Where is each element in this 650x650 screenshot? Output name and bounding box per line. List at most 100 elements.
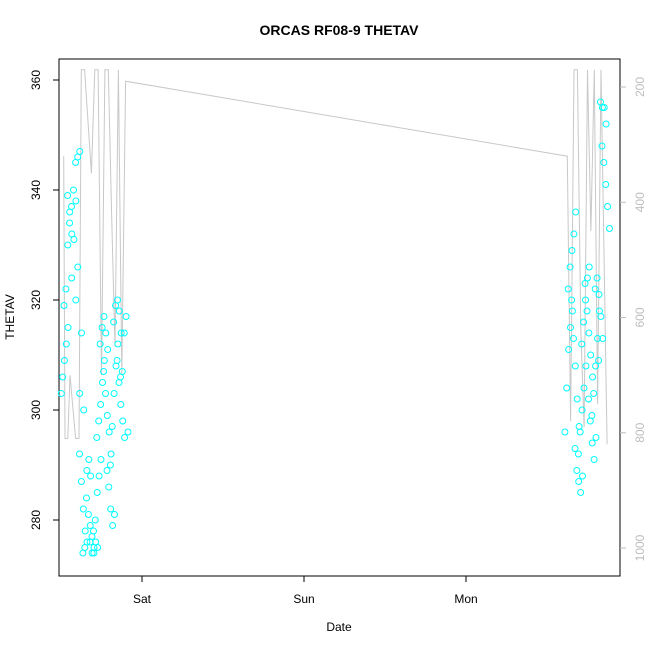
data-point (582, 296, 589, 304)
data-point (105, 483, 113, 491)
data-point (64, 241, 72, 249)
right-tick-label: 800 (633, 422, 647, 442)
data-point (602, 181, 610, 188)
data-point (81, 544, 89, 551)
y-axis: 280 300 320 340 360 (29, 70, 59, 530)
data-point (77, 478, 85, 485)
data-point (585, 329, 593, 337)
data-point (582, 362, 590, 370)
data-point (83, 494, 90, 502)
data-point (76, 450, 83, 458)
x-axis: Sat Sun Mon (133, 576, 478, 606)
data-point (57, 390, 65, 397)
x-axis-label: Date (326, 620, 352, 634)
data-point (95, 472, 103, 480)
data-point (79, 505, 87, 513)
data-point (588, 439, 596, 447)
data-point (567, 324, 574, 331)
data-point (64, 192, 72, 199)
data-point (74, 263, 82, 271)
data-point (571, 362, 579, 370)
data-point (591, 285, 599, 293)
data-point (90, 527, 97, 535)
data-point (59, 373, 67, 381)
data-point (62, 285, 70, 293)
y-tick-label: 320 (29, 290, 43, 310)
right-tick-label: 600 (633, 307, 647, 327)
right-tick-label: 1000 (633, 534, 647, 561)
data-point (597, 313, 605, 320)
data-point (78, 329, 85, 337)
data-point (112, 362, 120, 370)
data-point (93, 434, 101, 441)
right-tick-label: 200 (633, 77, 647, 97)
data-point (64, 324, 72, 331)
data-point (574, 450, 582, 458)
data-point (600, 104, 608, 111)
data-point (561, 428, 569, 436)
data-point (62, 340, 70, 348)
data-point (592, 362, 600, 370)
right-tick-label: 400 (633, 192, 647, 212)
data-point (590, 456, 598, 463)
point-layer (57, 98, 613, 557)
data-point (563, 384, 571, 392)
data-point (99, 379, 106, 386)
data-point (114, 296, 121, 304)
data-point (602, 120, 610, 128)
x-tick-label: Mon (454, 592, 477, 606)
data-point (122, 313, 130, 320)
data-point (86, 522, 94, 529)
data-point (570, 230, 578, 238)
pressure-line (63, 69, 608, 445)
x-tick-label: Sat (133, 592, 152, 606)
data-point (580, 384, 588, 392)
data-point (566, 263, 574, 271)
data-point (570, 335, 577, 342)
data-point (106, 461, 114, 469)
data-point (600, 159, 608, 166)
data-point (565, 346, 573, 353)
data-point (568, 307, 576, 315)
y-tick-label: 280 (29, 510, 43, 530)
data-point (590, 390, 598, 397)
data-point (120, 329, 128, 337)
data-point (117, 329, 125, 337)
plot-frame (58, 58, 621, 577)
data-point (103, 467, 111, 474)
data-point (100, 357, 108, 364)
data-point (568, 247, 576, 254)
data-point (114, 340, 122, 348)
data-point (117, 401, 125, 408)
data-point (96, 340, 104, 348)
data-point (95, 417, 103, 425)
data-point (604, 203, 612, 210)
data-point (115, 307, 123, 315)
data-point (588, 412, 596, 419)
data-point (578, 406, 586, 414)
data-point (119, 417, 127, 425)
data-point (98, 324, 106, 331)
data-point (579, 472, 586, 480)
data-point (97, 401, 105, 408)
data-point (580, 318, 588, 326)
data-point (109, 522, 117, 529)
data-point (595, 357, 603, 364)
data-point (583, 307, 591, 315)
data-point (585, 395, 592, 403)
data-point (573, 467, 581, 474)
data-point (66, 219, 74, 227)
data-point (577, 489, 585, 496)
data-point (105, 428, 113, 436)
data-point (575, 423, 583, 430)
right-axis: 200 400 600 800 1000 (620, 77, 647, 561)
data-point (68, 274, 76, 282)
pressure-line-layer (63, 69, 608, 445)
data-point (107, 505, 115, 513)
data-point (66, 208, 74, 216)
data-point (108, 423, 116, 430)
data-point (72, 197, 80, 205)
y-tick-label: 340 (29, 180, 43, 200)
x-tick-label: Sun (293, 592, 314, 606)
